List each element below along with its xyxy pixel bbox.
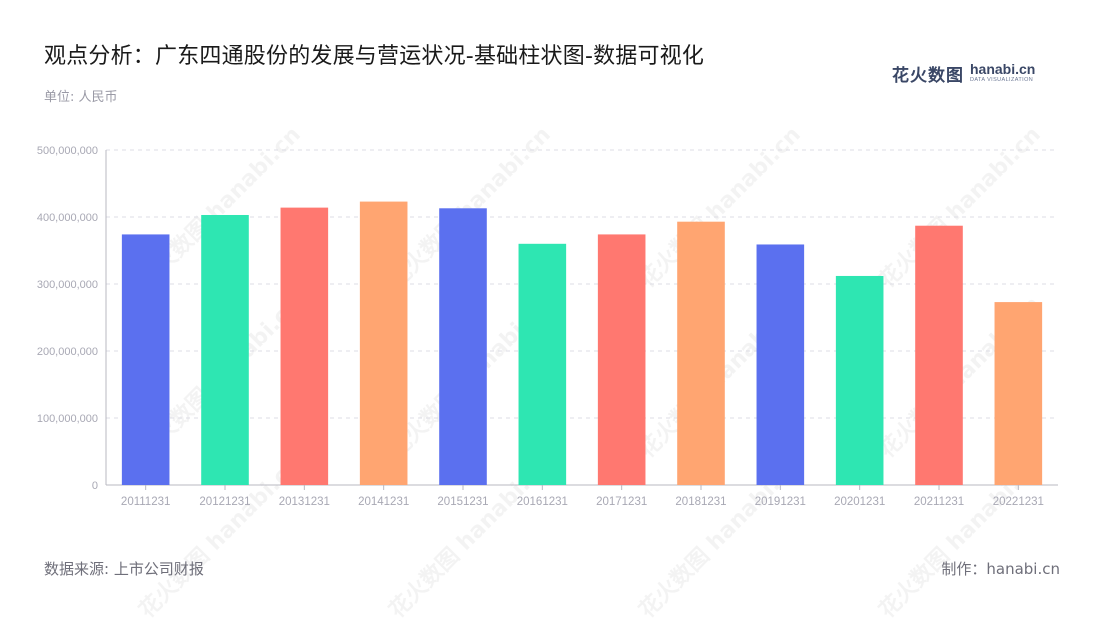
y-tick-label: 300,000,000 bbox=[37, 279, 98, 291]
x-tick-label: 20181231 bbox=[675, 496, 726, 508]
bar bbox=[597, 234, 646, 485]
x-tick-label: 20131231 bbox=[279, 496, 330, 508]
x-tick-label: 20211231 bbox=[914, 496, 964, 508]
y-tick-label: 400,000,000 bbox=[37, 212, 98, 224]
chart-title: 观点分析：广东四通股份的发展与营运状况-基础柱状图-数据可视化 bbox=[44, 44, 705, 69]
brand-name-en-block: hanabi.cn DATA VISUALIZATION bbox=[970, 62, 1035, 84]
bar bbox=[518, 243, 567, 485]
y-tick-label: 100,000,000 bbox=[37, 413, 98, 425]
bar bbox=[121, 234, 170, 485]
unit-label: 单位: 人民币 bbox=[44, 90, 118, 105]
y-tick-label: 200,000,000 bbox=[37, 346, 98, 358]
bar bbox=[359, 201, 408, 485]
credit-label: 制作：hanabi.cn bbox=[941, 560, 1060, 578]
bar bbox=[915, 225, 963, 485]
y-tick-label: 500,000,000 bbox=[37, 145, 98, 157]
x-tick-label: 20121231 bbox=[199, 496, 250, 508]
x-tick-label: 20141231 bbox=[358, 496, 409, 508]
brand-subtitle: DATA VISUALIZATION bbox=[970, 77, 1034, 84]
bar bbox=[201, 214, 249, 486]
bar bbox=[835, 275, 884, 485]
brand-name-cn: 花火数图 bbox=[892, 65, 964, 86]
data-source: 数据来源: 上市公司财报 bbox=[44, 560, 204, 578]
x-tick-label: 20191231 bbox=[755, 496, 806, 508]
x-tick-label: 20221231 bbox=[993, 496, 1044, 508]
x-tick-label: 20111231 bbox=[121, 496, 170, 508]
bar bbox=[280, 207, 329, 485]
bar bbox=[756, 244, 805, 485]
brand-name-en: hanabi.cn bbox=[970, 61, 1036, 78]
bar bbox=[994, 302, 1043, 485]
brand-logo: 花火数图 hanabi.cn DATA VISUALIZATION bbox=[892, 60, 1035, 86]
x-tick-label: 20201231 bbox=[834, 496, 885, 508]
x-tick-label: 20161231 bbox=[517, 496, 568, 508]
bar bbox=[439, 208, 487, 486]
bar bbox=[677, 221, 725, 485]
x-tick-label: 20171231 bbox=[596, 496, 647, 508]
x-tick-label: 20151231 bbox=[437, 496, 488, 508]
y-tick-label: 0 bbox=[92, 480, 98, 492]
